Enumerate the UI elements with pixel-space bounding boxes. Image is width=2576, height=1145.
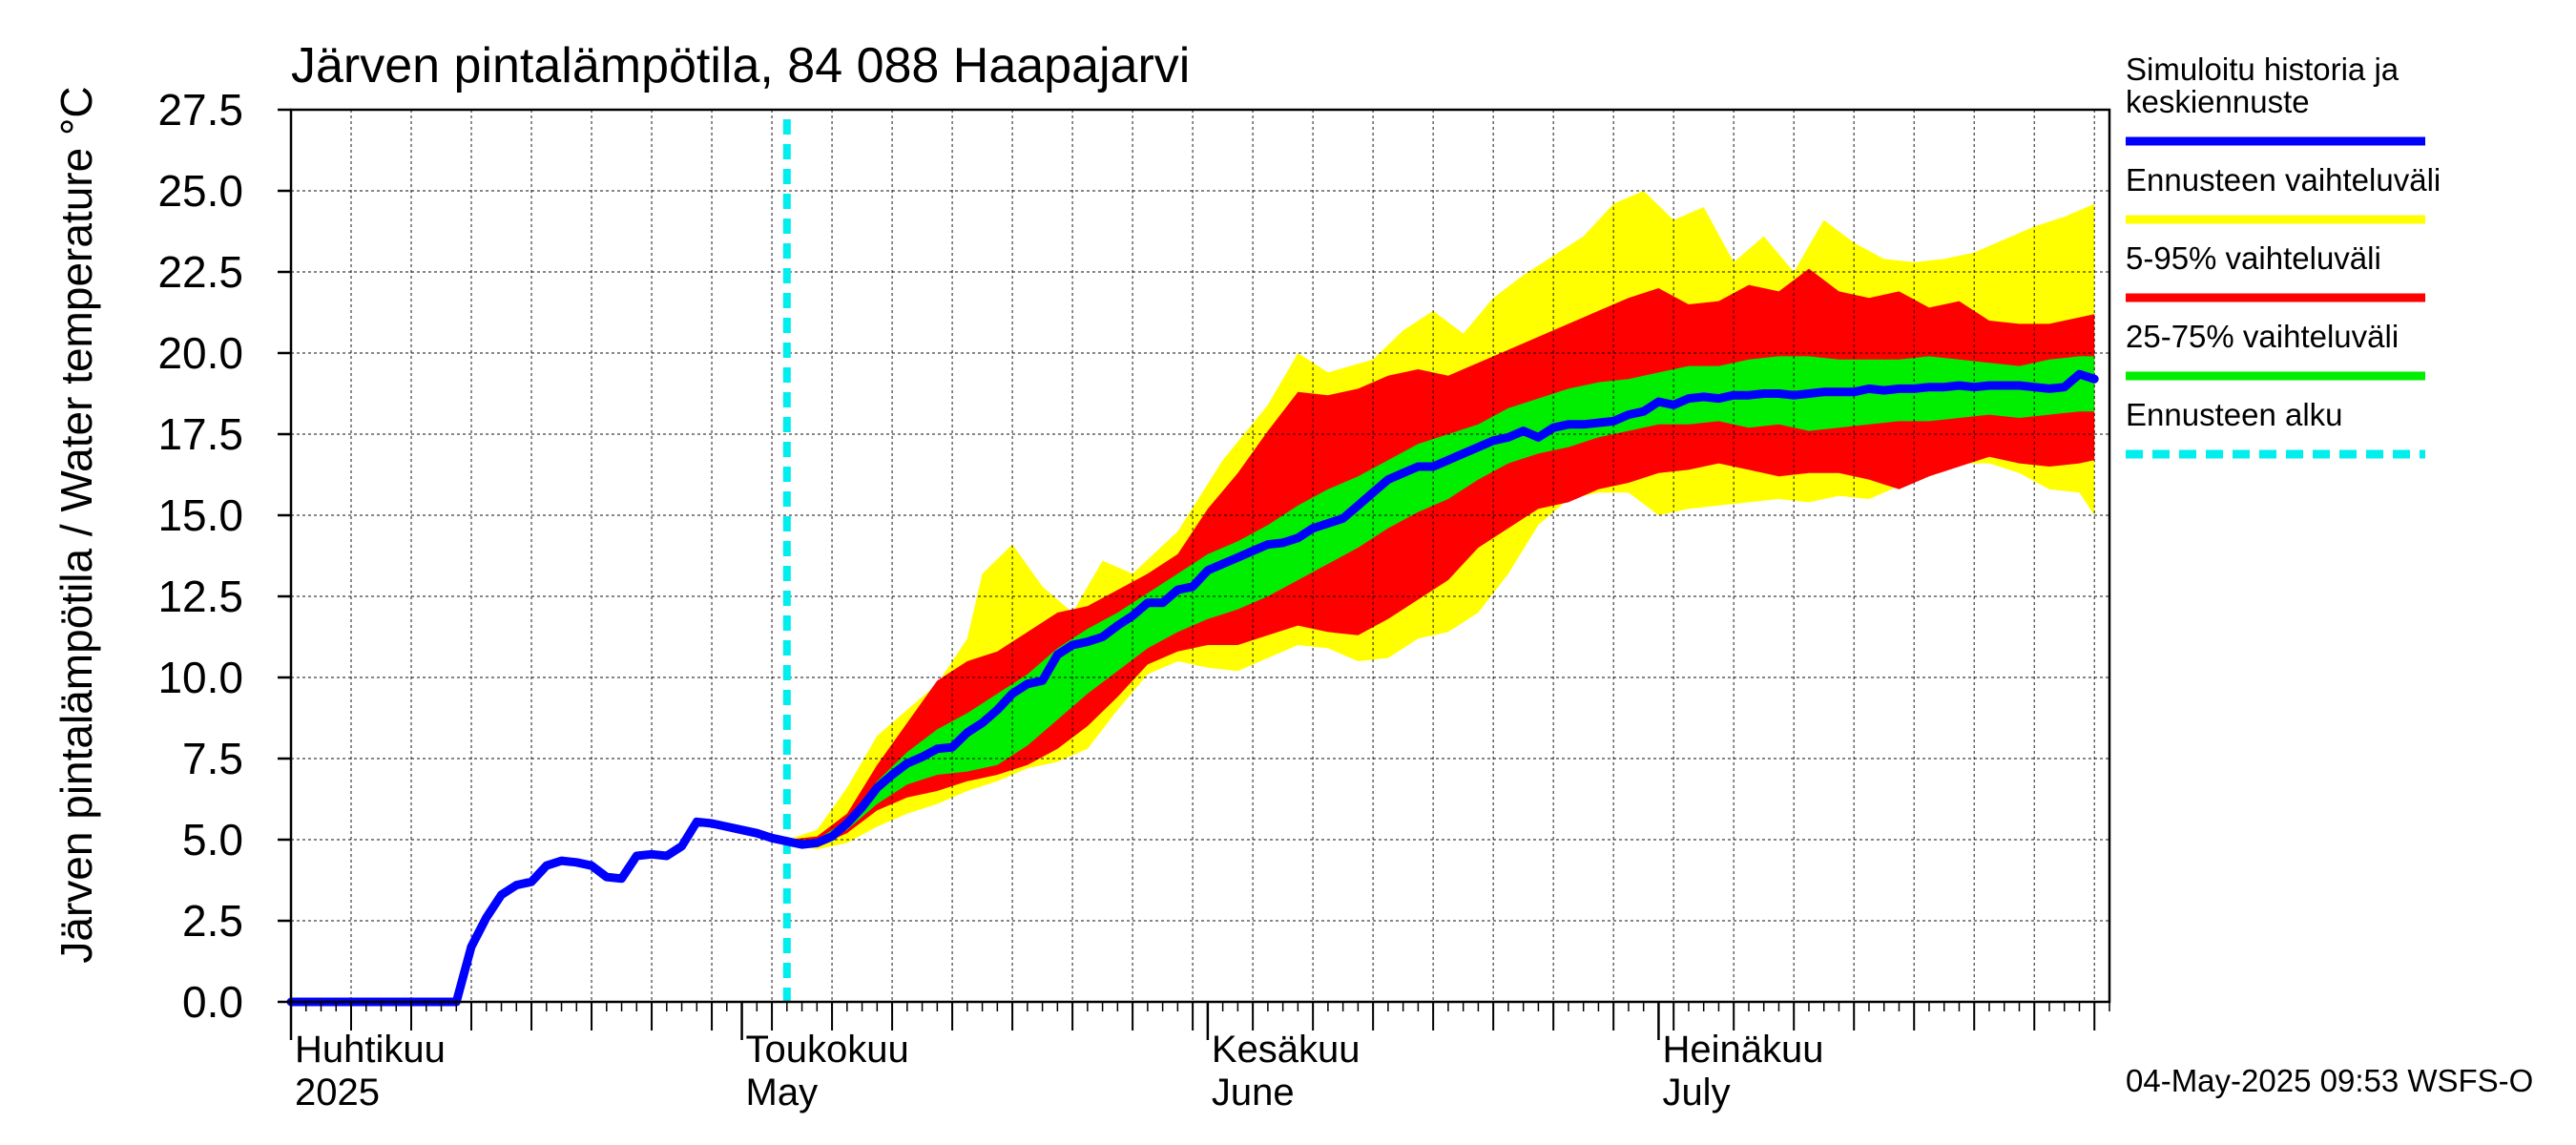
y-tick-label-3: 7.5: [182, 734, 243, 783]
forecast-bands: [786, 191, 2095, 850]
x-axis-ticks: [289, 1002, 2110, 1040]
legend-label-1-0: Ennusteen vaihteluväli: [2126, 162, 2441, 198]
month-sublabel-2: June: [1212, 1072, 1295, 1114]
month-label-2: Kesäkuu: [1212, 1029, 1361, 1071]
y-tick-label-7: 17.5: [157, 409, 243, 459]
y-tick-label-5: 12.5: [157, 572, 243, 621]
footer-timestamp: 04-May-2025 09:53 WSFS-O: [2126, 1063, 2533, 1098]
y-axis-ticks: 0.0 2.5 5.0 7.5 10.0 12.5 15.0 17.5 20.0 22.5 25.0…: [157, 85, 291, 1027]
chart-title: Järven pintalämpötila, 84 088 Haapajarvi: [291, 38, 1190, 94]
y-axis-label: Järven pintalämpötila / Water temperatur…: [52, 86, 101, 963]
month-sublabel-1: May: [746, 1072, 819, 1114]
month-sublabel-3: July: [1662, 1072, 1730, 1114]
y-tick-label-2: 5.0: [182, 815, 243, 864]
month-sublabel-0: 2025: [295, 1072, 380, 1114]
history-line-group: [286, 369, 2099, 1007]
legend-label-3-0: 25-75% vaihteluväli: [2126, 319, 2399, 354]
month-label-3: Heinäkuu: [1662, 1029, 1823, 1071]
history-line: [286, 369, 2099, 1007]
y-tick-label-1: 2.5: [182, 896, 243, 946]
band-25-75: [786, 356, 2095, 846]
y-tick-label-11: 27.5: [157, 85, 243, 135]
y-tick-label-4: 10.0: [157, 653, 243, 702]
plot-frame: [289, 108, 2111, 1004]
month-label-1: Toukokuu: [746, 1029, 909, 1071]
y-tick-label-6: 15.0: [157, 490, 243, 540]
legend-label-0-0: Simuloitu historia ja: [2126, 52, 2399, 87]
legend-label-0-1: keskiennuste: [2126, 84, 2310, 119]
y-tick-label-8: 20.0: [157, 328, 243, 378]
month-label-0: Huhtikuu: [295, 1029, 446, 1071]
legend-label-2-0: 5-95% vaihteluväli: [2126, 240, 2381, 276]
y-tick-label-0: 0.0: [182, 977, 243, 1027]
y-tick-label-9: 22.5: [157, 247, 243, 297]
legend-label-4-0: Ennusteen alku: [2126, 397, 2343, 432]
y-tick-label-10: 25.0: [157, 166, 243, 216]
